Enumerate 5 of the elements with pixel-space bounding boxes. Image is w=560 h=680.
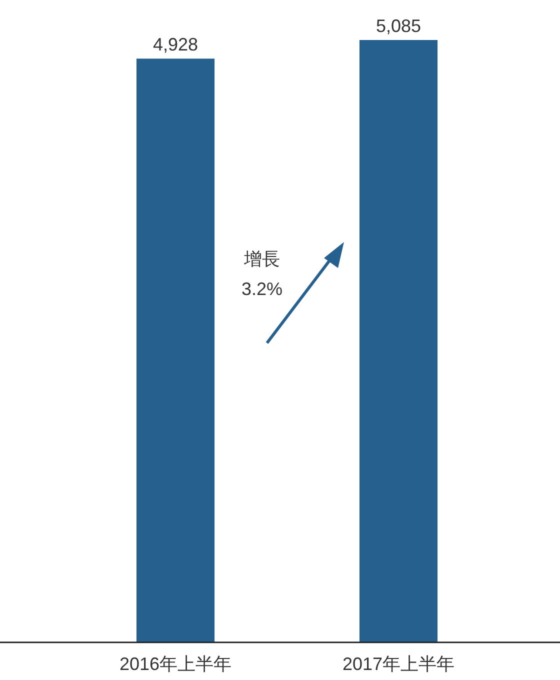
annotation: 增長 3.2% <box>241 248 283 299</box>
data-label: 5,085 <box>376 16 422 36</box>
x-tick-label: 2017年上半年 <box>342 654 455 674</box>
x-tick-label: 2016年上半年 <box>119 654 232 674</box>
data-label: 4,928 <box>152 34 198 55</box>
